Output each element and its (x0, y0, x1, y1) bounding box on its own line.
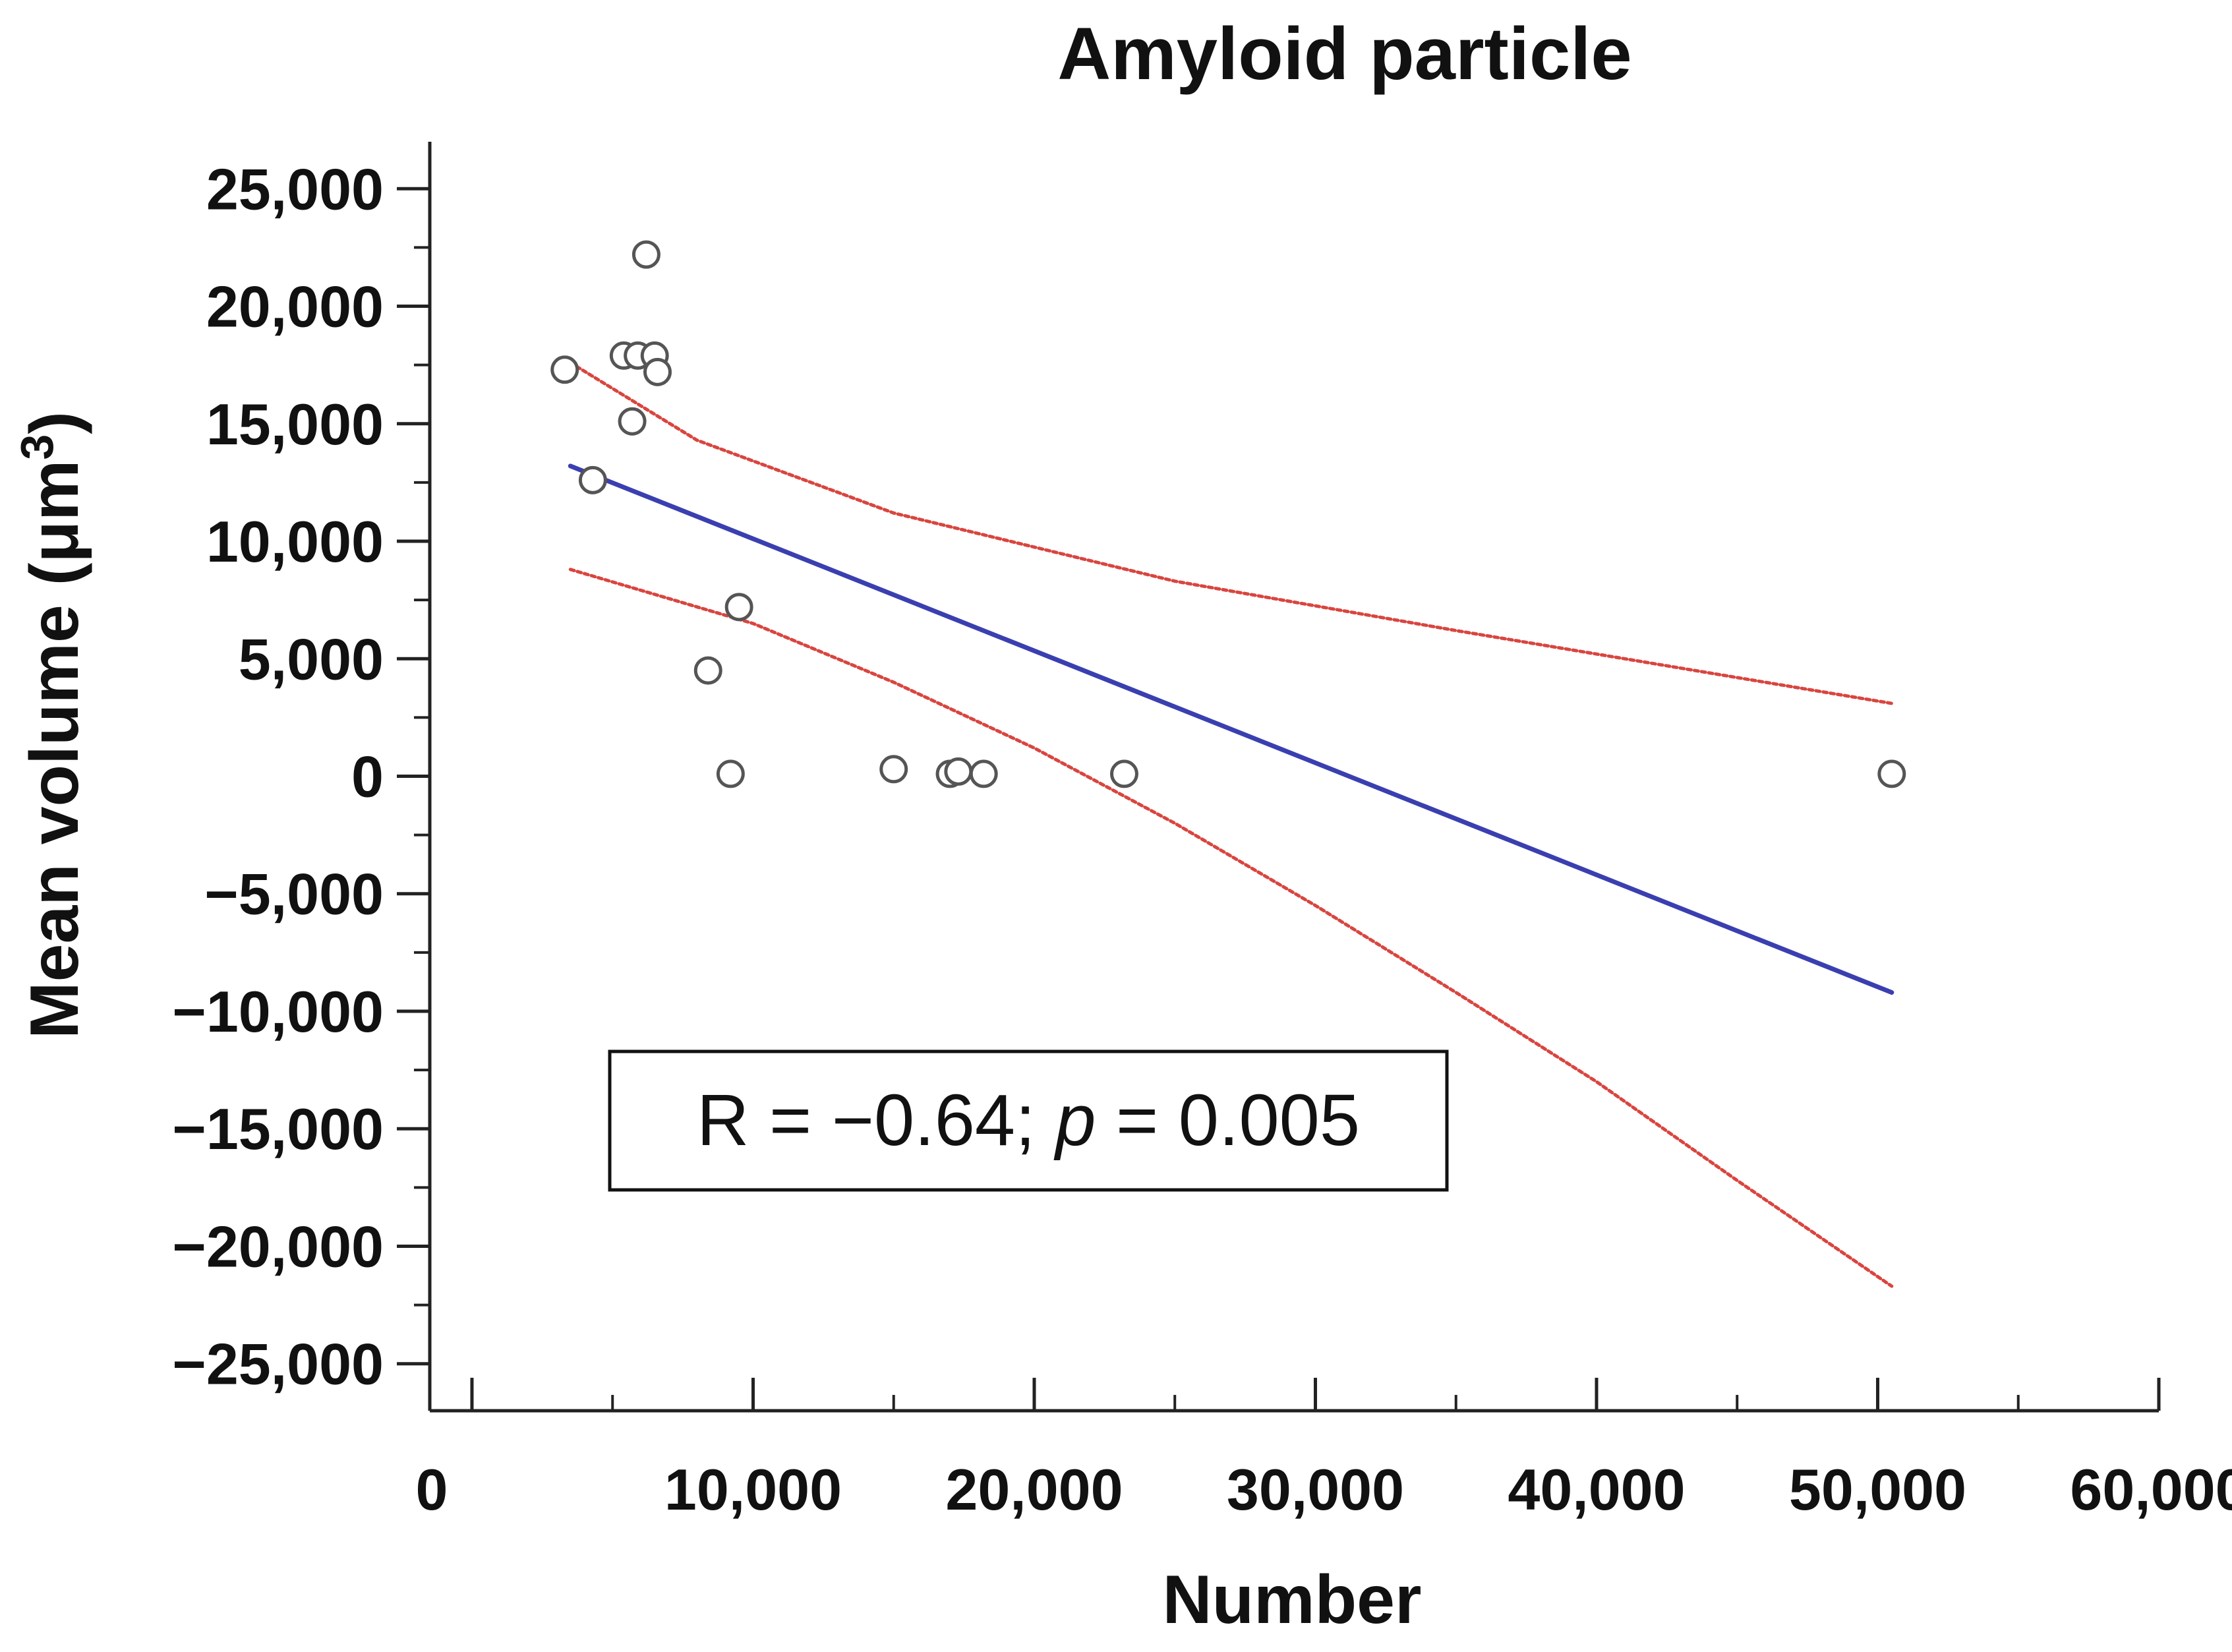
regression-line (568, 463, 1894, 995)
data-point (693, 656, 722, 685)
r-value-text: R = −0.64; (697, 1080, 1055, 1161)
data-point (550, 355, 579, 384)
data-point (1877, 759, 1906, 788)
data-point (716, 759, 745, 788)
y-tick-label: 15,000 (206, 392, 384, 457)
data-point (1109, 759, 1138, 788)
data-point (618, 407, 647, 436)
data-point (944, 757, 973, 786)
y-tick-label: −15,000 (172, 1096, 384, 1162)
x-tick-label: 50,000 (1789, 1457, 1966, 1522)
p-symbol-text: p (1053, 1080, 1096, 1161)
y-tick-label: 25,000 (206, 156, 384, 221)
confidence-band-line (568, 361, 1894, 705)
x-tick-label: 40,000 (1508, 1457, 1685, 1522)
y-tick-label: 0 (351, 744, 384, 810)
x-tick-label: 60,000 (2070, 1457, 2232, 1522)
stat-annotation: R = −0.64; p = 0.005 (697, 1080, 1360, 1161)
data-point (631, 240, 661, 269)
y-axis-label-superscript: 3 (11, 434, 63, 460)
y-tick-label: 10,000 (206, 509, 384, 574)
y-tick-label: −10,000 (172, 979, 384, 1044)
annotation-frame (608, 1049, 1449, 1192)
data-point (969, 759, 998, 788)
y-axis-label: Mean volume (μm3) (11, 411, 93, 1039)
y-axis-label-main: Mean volume (μm (16, 460, 93, 1039)
data-point (724, 593, 753, 622)
x-tick-label: 20,000 (945, 1457, 1123, 1522)
y-tick-label: −5,000 (204, 862, 384, 927)
y-tick-label: −20,000 (172, 1214, 384, 1279)
annotation-box: R = −0.64; p = 0.005 (608, 1049, 1449, 1192)
x-tick-label: 10,000 (664, 1457, 842, 1522)
y-axis-label-close: ) (16, 411, 93, 434)
confidence-band-line (568, 568, 1894, 1288)
x-axis-label: Number (1163, 1562, 1422, 1638)
x-tick-label: 30,000 (1227, 1457, 1404, 1522)
y-tick-label: −25,000 (172, 1332, 384, 1397)
y-tick-label: 5,000 (239, 626, 384, 692)
chart-title: Amyloid particle (1057, 13, 1631, 95)
data-point (879, 755, 908, 784)
y-tick-label: 20,000 (206, 274, 384, 339)
data-point (578, 465, 607, 494)
x-tick-label: 0 (416, 1457, 448, 1522)
data-point (643, 357, 672, 386)
p-value-text: = 0.005 (1096, 1080, 1360, 1161)
plot-area: 25,000 20,000 15,000 10,000 5,000 0 −5,000 −10,… (172, 142, 2232, 1522)
